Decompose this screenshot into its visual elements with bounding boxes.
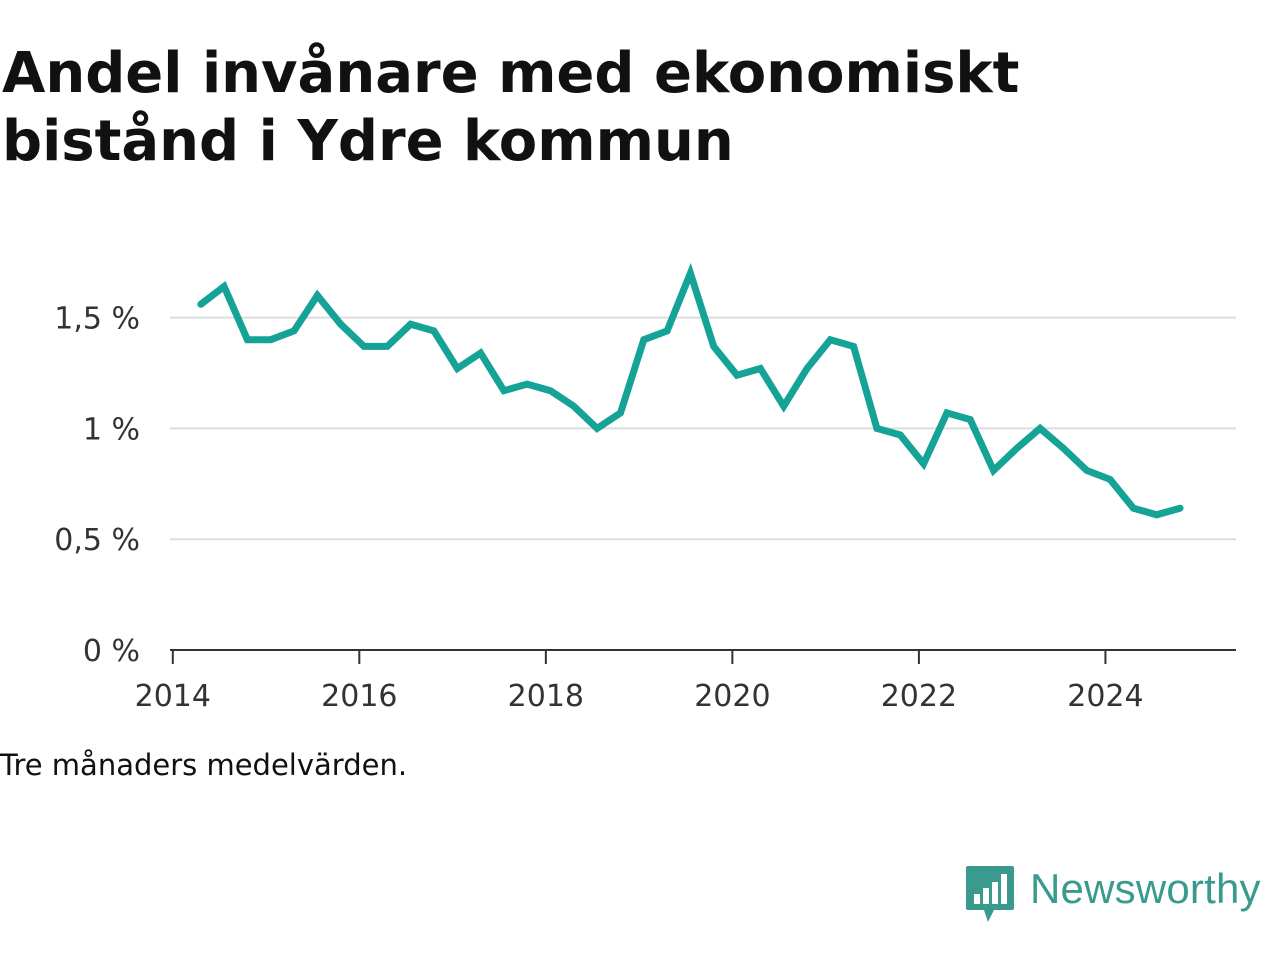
chart-title-line-1: Andel invånare med ekonomiskt [2, 41, 1020, 106]
y-tick-label: 0 % [83, 634, 140, 669]
series-layer [197, 262, 1184, 519]
y-tick-label: 0,5 % [54, 523, 140, 558]
grid-lines [170, 316, 1236, 541]
x-tick-label: 2016 [321, 679, 397, 714]
brand-name: Newsworthy [1030, 865, 1261, 912]
x-tick-label: 2018 [508, 679, 584, 714]
series-line [197, 262, 1184, 519]
chart-title-line-2: bistånd i Ydre kommun [2, 109, 734, 174]
y-tick-label: 1,5 % [54, 302, 140, 337]
x-tick-label: 2022 [881, 679, 957, 714]
line-chart: 2014 2016 2018 2020 2022 2024 0 % 0,5 % 1 % 1,5 … [54, 262, 1236, 714]
chart-title: Andel invånare med ekonomiskt bistånd i … [2, 40, 1262, 176]
y-tick-label: 1 % [83, 412, 140, 447]
bar-chart-speech-bubble-icon [966, 866, 1014, 922]
chart-caption: Tre månaders medelvärden. [0, 748, 408, 782]
y-axis-labels: 0 % 0,5 % 1 % 1,5 % [54, 302, 140, 669]
x-axis: 2014 2016 2018 2020 2022 2024 [135, 649, 1236, 714]
x-tick-label: 2020 [694, 679, 770, 714]
x-tick-label: 2024 [1067, 679, 1143, 714]
x-tick-label: 2014 [135, 679, 211, 714]
brand-logo[interactable]: Newsworthy [964, 864, 1261, 928]
